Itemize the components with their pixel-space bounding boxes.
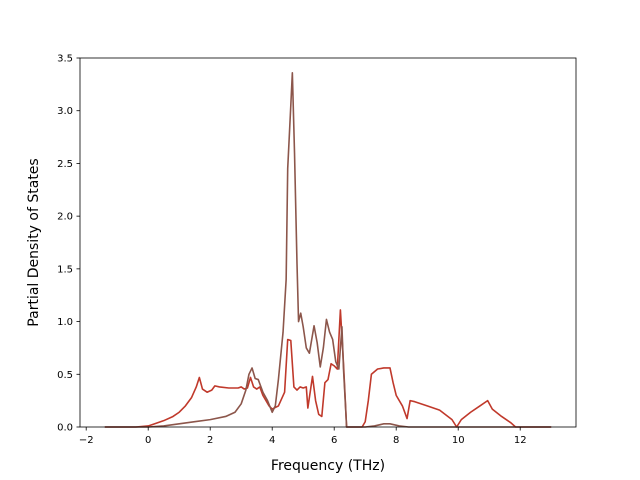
y-tick-label: 2.5 <box>57 159 73 170</box>
x-axis: −2 0 2 4 6 8 10 12 <box>79 427 527 446</box>
y-axis-title: Partial Density of States <box>26 158 42 326</box>
y-axis: 0.0 0.5 1.0 1.5 2.0 2.5 3.0 3.5 <box>57 54 80 434</box>
y-tick-label: 2.0 <box>57 212 73 223</box>
x-tick-label: 0 <box>145 435 151 446</box>
x-tick-label: 12 <box>514 435 527 446</box>
series-line-1 <box>104 309 552 428</box>
plot-background <box>80 58 576 427</box>
x-tick-label: 10 <box>452 435 465 446</box>
x-tick-label: 2 <box>207 435 213 446</box>
x-tick-label: 8 <box>393 435 399 446</box>
y-tick-label: 1.5 <box>57 264 73 275</box>
x-tick-label: 6 <box>331 435 337 446</box>
x-axis-title: Frequency (THz) <box>271 458 385 474</box>
y-tick-label: 1.0 <box>57 317 73 328</box>
y-tick-label: 3.0 <box>57 106 73 117</box>
x-tick-label: −2 <box>79 435 94 446</box>
y-tick-label: 0.5 <box>57 370 73 381</box>
x-tick-label: 4 <box>269 435 275 446</box>
y-tick-label: 3.5 <box>57 54 73 65</box>
series-layer <box>104 71 552 428</box>
series-line-2 <box>104 71 552 428</box>
plot-frame <box>79 57 577 428</box>
y-tick-label: 0.0 <box>57 423 73 434</box>
